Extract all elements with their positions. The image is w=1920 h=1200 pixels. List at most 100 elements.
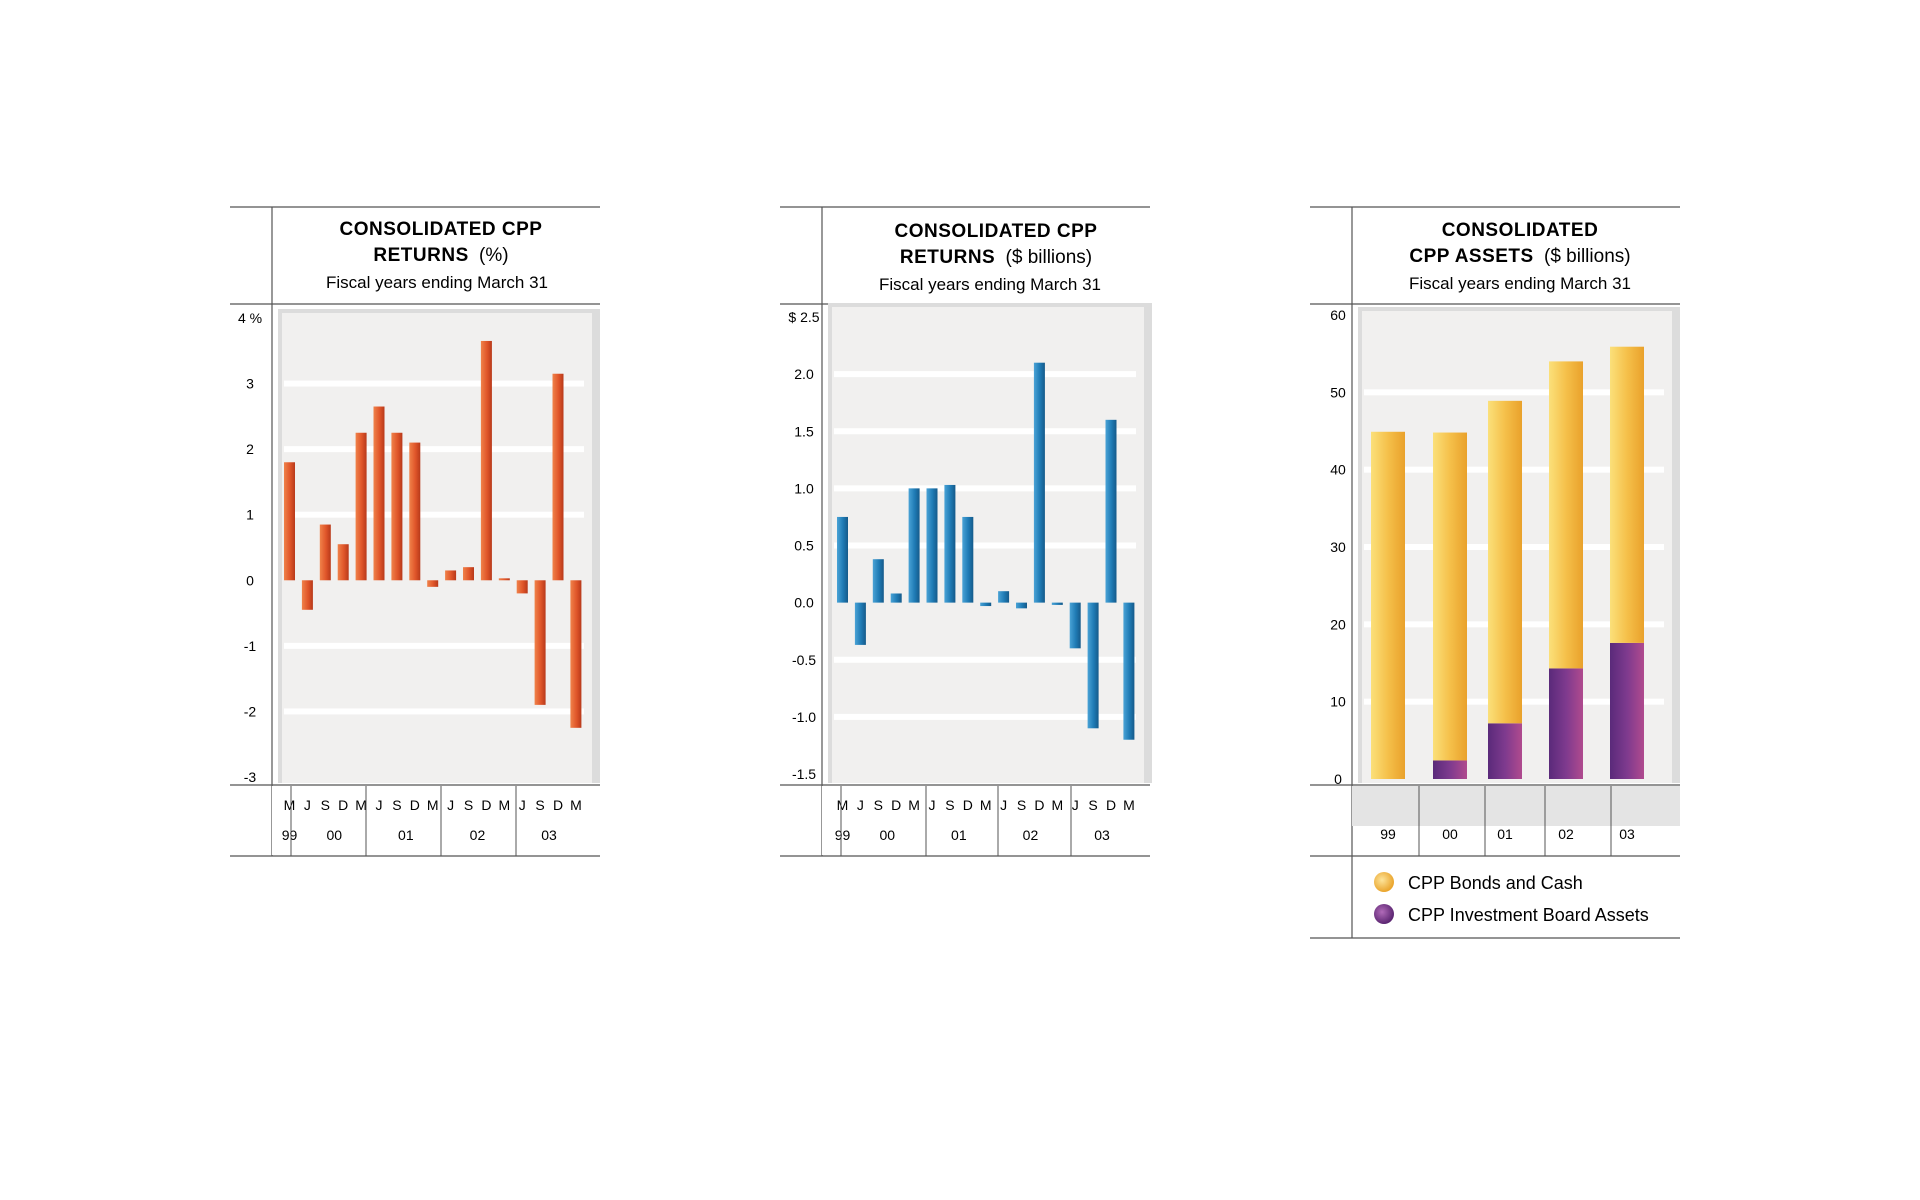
y-tick-label: -0.5: [792, 652, 816, 668]
legend-swatch-bonds-cash: [1374, 872, 1394, 892]
chart-title-unit: ($ billions): [1006, 247, 1093, 268]
gridlines: [834, 371, 1136, 720]
bar-bonds-cash: [1433, 432, 1467, 761]
bar: [480, 340, 492, 581]
gridline: [284, 380, 584, 387]
quarter-label: J: [304, 797, 311, 813]
y-tick-label: 40: [1330, 462, 1346, 478]
quarter-label: J: [1072, 797, 1079, 813]
chart-title-bold: RETURNS: [373, 245, 468, 266]
bar: [284, 462, 295, 581]
chart-subtitle: Fiscal years ending March 31: [326, 273, 548, 292]
bar-bonds-cash: [1488, 400, 1522, 724]
gridline: [834, 542, 1136, 549]
gridline: [834, 428, 1136, 435]
x-axis-band: [1352, 786, 1680, 826]
quarter-label: S: [321, 797, 330, 813]
gridline: [284, 708, 584, 715]
year-label: 99: [1380, 826, 1396, 842]
quarter-label: J: [447, 797, 454, 813]
gridline: [284, 446, 584, 453]
chart-title-bold: RETURNS: [900, 247, 995, 268]
quarter-label: M: [570, 797, 582, 813]
y-tick-label: -3: [244, 769, 257, 785]
bar: [355, 432, 367, 581]
year-label: 00: [879, 827, 895, 843]
x-tick-labels: 99 00 01 02 03: [1380, 786, 1635, 856]
quarter-label: J: [929, 797, 936, 813]
gridline: [284, 642, 584, 649]
bar-bonds-cash: [1610, 346, 1644, 643]
y-tick-label: 1.0: [794, 480, 814, 496]
bar-bonds-cash: [1371, 431, 1405, 779]
chart-title-line1: CONSOLIDATED: [1442, 220, 1599, 241]
bar: [427, 580, 439, 587]
quarter-label: J: [376, 797, 383, 813]
year-label: 99: [835, 827, 851, 843]
year-label: 03: [541, 827, 557, 843]
bar: [998, 591, 1010, 603]
x-tick-labels: M J S D M J S D M J S D M J S D M99 00 01 02 03: [282, 786, 582, 856]
gridline: [1364, 389, 1664, 396]
year-label: 99: [282, 827, 298, 843]
bar: [1033, 362, 1045, 603]
y-tick-label: 1: [246, 507, 254, 523]
bars: [1371, 346, 1644, 779]
bar: [962, 516, 974, 603]
legend: CPP Bonds and Cash CPP Investment Board …: [1374, 872, 1649, 925]
quarter-label: D: [410, 797, 420, 813]
chart-title-unit: ($ billions): [1544, 246, 1631, 267]
y-tick-label: -1.0: [792, 709, 816, 725]
quarter-label: M: [284, 797, 296, 813]
y-tick-label: 0.0: [794, 595, 814, 611]
year-label: 02: [1558, 826, 1574, 842]
gridline: [284, 511, 584, 518]
quarter-label: M: [837, 797, 849, 813]
x-axis-band: [822, 786, 1150, 855]
quarter-label: J: [519, 797, 526, 813]
quarter-label: D: [338, 797, 348, 813]
chart-subtitle: Fiscal years ending March 31: [879, 275, 1101, 294]
y-tick-labels: 60 50 40 30 20 10 0: [1330, 307, 1346, 787]
year-label: 02: [1023, 827, 1039, 843]
bar: [319, 524, 331, 581]
gridline: [834, 713, 1136, 720]
quarter-label: D: [963, 797, 973, 813]
gridline: [834, 656, 1136, 663]
quarter-label: M: [980, 797, 992, 813]
bar: [373, 406, 385, 581]
quarter-label: D: [891, 797, 901, 813]
bar-bonds-cash: [1549, 361, 1583, 669]
bar: [908, 488, 920, 603]
bar: [463, 567, 474, 581]
bar: [570, 580, 582, 728]
chart-title-line2: RETURNS ($ billions): [900, 247, 1092, 268]
bar: [534, 580, 546, 705]
quarter-label: M: [498, 797, 510, 813]
bar: [409, 442, 421, 581]
y-tick-label: 2: [246, 441, 254, 457]
quarter-label: D: [1106, 797, 1116, 813]
y-tick-label: 4 %: [238, 310, 262, 326]
bars: [284, 340, 582, 728]
y-tick-labels: $ 2.5 2.0 1.5 1.0 0.5 0.0 -0.5 -1.0 -1.5: [788, 309, 819, 782]
bars: [837, 362, 1135, 740]
quarter-label: S: [535, 797, 544, 813]
bar: [1051, 602, 1063, 605]
x-axis-band: [272, 786, 600, 855]
bar: [1105, 419, 1117, 603]
quarter-label: S: [464, 797, 473, 813]
x-tick-labels: M J S D M J S D M J S D M J S D M99 00 01 02 03: [835, 786, 1135, 856]
year-label: 00: [326, 827, 342, 843]
y-tick-label: 0: [246, 572, 254, 588]
y-tick-label: -1.5: [792, 766, 816, 782]
quarter-label: M: [355, 797, 367, 813]
quarter-label: D: [1034, 797, 1044, 813]
quarter-label: S: [874, 797, 883, 813]
year-label: 02: [470, 827, 486, 843]
year-label: 01: [951, 827, 967, 843]
quarter-label: M: [1051, 797, 1063, 813]
year-label: 03: [1094, 827, 1110, 843]
bar: [872, 559, 884, 603]
